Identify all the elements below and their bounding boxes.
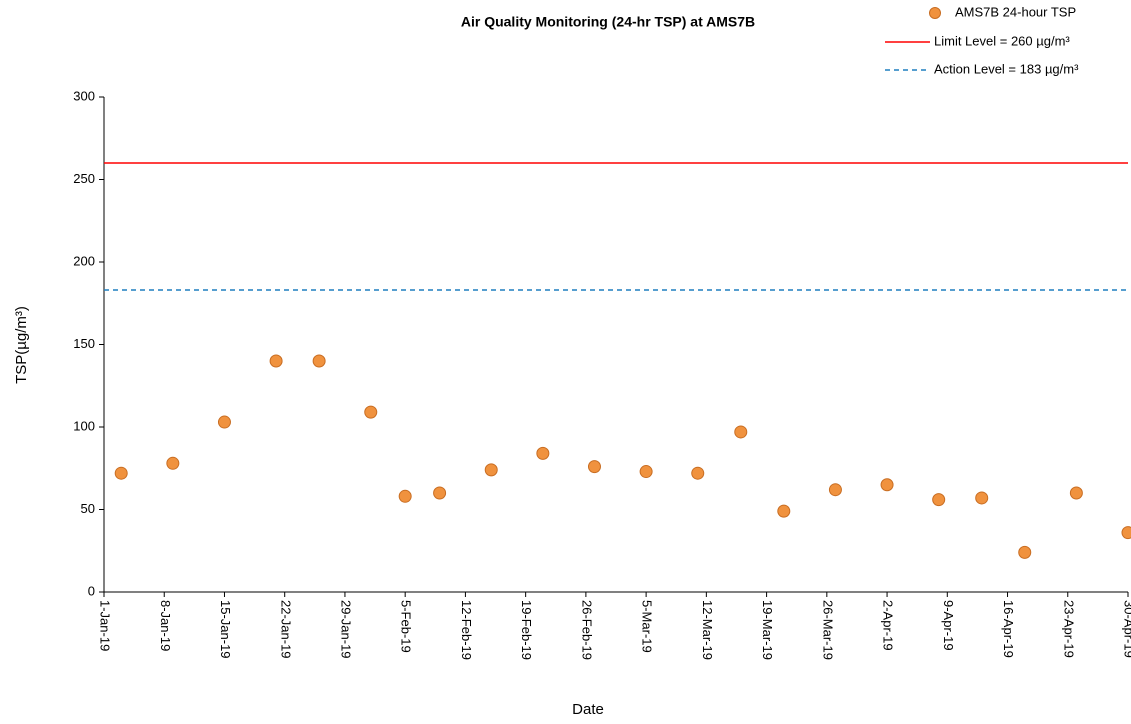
x-tick-label: 19-Feb-19 — [519, 600, 534, 660]
point — [312, 354, 326, 368]
point — [364, 405, 378, 419]
point — [691, 466, 705, 480]
y-tick-label: 200 — [73, 253, 95, 268]
point — [975, 491, 989, 505]
point — [536, 446, 550, 460]
legend-label: Limit Level = 260 µg/m³ — [934, 33, 1070, 48]
legend-label: Action Level = 183 µg/m³ — [934, 61, 1079, 76]
legend-marker — [929, 7, 941, 19]
y-tick-label: 300 — [73, 88, 95, 103]
x-tick-label: 22-Jan-19 — [278, 600, 293, 659]
point — [880, 478, 894, 492]
point — [777, 504, 791, 518]
y-tick-label: 100 — [73, 418, 95, 433]
x-tick-label: 2-Apr-19 — [881, 600, 896, 651]
x-tick-label: 29-Jan-19 — [339, 600, 354, 659]
x-tick-label: 8-Jan-19 — [158, 600, 173, 651]
y-axis-label: TSP(µg/m³) — [13, 306, 30, 384]
y-tick-label: 150 — [73, 336, 95, 351]
point — [166, 456, 180, 470]
chart-title: Air Quality Monitoring (24-hr TSP) at AM… — [461, 14, 755, 30]
x-tick-label: 9-Apr-19 — [941, 600, 956, 651]
point — [734, 425, 748, 439]
y-tick-label: 250 — [73, 171, 95, 186]
x-tick-label: 15-Jan-19 — [218, 600, 233, 659]
y-tick-label: 50 — [81, 501, 95, 516]
point — [114, 466, 128, 480]
point — [587, 460, 601, 474]
x-tick-label: 30-Apr-19 — [1122, 600, 1131, 658]
point — [484, 463, 498, 477]
y-tick-label: 0 — [88, 583, 95, 598]
point — [269, 354, 283, 368]
x-tick-label: 5-Feb-19 — [399, 600, 414, 653]
x-axis-label: Date — [572, 701, 604, 718]
point — [639, 465, 653, 479]
point — [217, 415, 231, 429]
x-tick-label: 5-Mar-19 — [640, 600, 655, 653]
x-tick-label: 19-Mar-19 — [760, 600, 775, 660]
point — [828, 483, 842, 497]
legend-label: AMS7B 24-hour TSP — [955, 4, 1076, 19]
x-tick-label: 12-Feb-19 — [459, 600, 474, 660]
point — [1121, 526, 1131, 540]
x-tick-label: 1-Jan-19 — [98, 600, 113, 651]
x-tick-label: 26-Mar-19 — [820, 600, 835, 660]
point — [1018, 545, 1032, 559]
x-tick-label: 23-Apr-19 — [1061, 600, 1076, 658]
point — [398, 489, 412, 503]
point — [1069, 486, 1083, 500]
x-tick-label: 12-Mar-19 — [700, 600, 715, 660]
point — [433, 486, 447, 500]
point — [932, 493, 946, 507]
x-tick-label: 16-Apr-19 — [1001, 600, 1016, 658]
x-tick-label: 26-Feb-19 — [579, 600, 594, 660]
